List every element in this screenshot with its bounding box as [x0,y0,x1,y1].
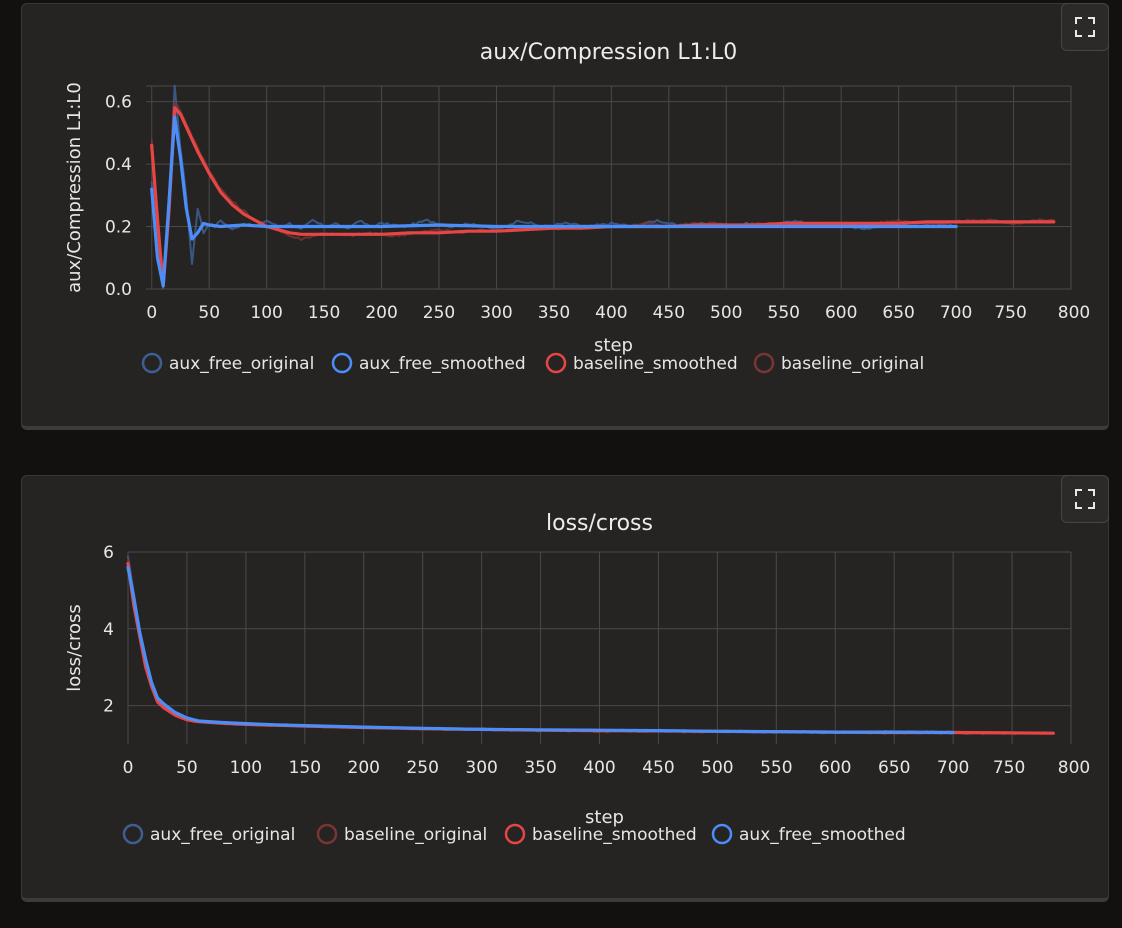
x-axis-label: step [585,807,624,828]
x-tick-label: 150 [308,303,340,323]
x-axis-label: step [594,335,633,356]
y-tick-label: 0.4 [105,155,132,175]
legend-marker [141,352,163,374]
legend-item-aux-free-original[interactable]: aux_free_original [122,823,295,845]
legend-marker [122,823,144,845]
legend-marker [545,352,567,374]
legend-marker [711,823,733,845]
legend-label: aux_free_original [169,354,314,374]
x-tick-label: 600 [825,303,857,323]
legend-item-baseline-original[interactable]: baseline_original [316,823,487,845]
y-tick-label: 6 [103,543,114,563]
legend-item-aux-free-smoothed[interactable]: aux_free_smoothed [331,352,526,374]
x-tick-label: 500 [701,758,733,778]
x-tick-label: 0 [146,303,157,323]
x-tick-label: 500 [710,303,742,323]
y-tick-label: 0.0 [105,280,132,300]
series-line-baseline-original [127,558,1055,736]
x-tick-label: 250 [423,303,455,323]
x-tick-label: 800 [1058,758,1090,778]
legend-marker [331,352,353,374]
x-tick-label: 550 [760,758,792,778]
legend-item-baseline-original[interactable]: baseline_original [753,352,924,374]
legend-item-baseline-smoothed[interactable]: baseline_smoothed [545,352,738,374]
legend-marker [753,352,775,374]
x-tick-label: 700 [940,303,972,323]
fullscreen-icon [1075,489,1095,509]
legend-label: aux_free_smoothed [359,354,526,374]
series-line-baseline-smoothed [126,561,1055,735]
x-tick-label: 50 [198,303,220,323]
legend-label: aux_free_smoothed [739,825,906,845]
legend-item-baseline-smoothed[interactable]: baseline_smoothed [504,823,697,845]
series-line-aux-free-smoothed [126,565,955,735]
x-tick-label: 750 [993,758,1025,778]
chart-panel-loss-cross: loss/cross 0 50 100 150 200 250 300 350 400 450 500… [21,475,1109,902]
y-axis-label: aux/Compression L1:L0 [64,82,85,293]
legend-label: aux_free_original [150,825,295,845]
x-tick-label: 300 [465,758,497,778]
legend-label: baseline_smoothed [573,354,738,374]
x-tick-label: 350 [538,303,570,323]
x-tick-label: 800 [1058,303,1090,323]
grid [146,86,1072,290]
x-tick-label: 600 [819,758,851,778]
y-axis-label: loss/cross [64,604,85,692]
x-tick-label: 200 [348,758,380,778]
x-tick-label: 200 [365,303,397,323]
x-tick-label: 0 [123,758,134,778]
x-tick-label: 100 [250,303,282,323]
expand-chart-button[interactable] [1061,3,1109,51]
x-tick-label: 50 [176,758,198,778]
series-group [126,555,1055,736]
x-tick-label: 450 [642,758,674,778]
x-tick-label: 650 [878,758,910,778]
x-tick-label: 650 [882,303,914,323]
expand-chart-button[interactable] [1061,475,1109,523]
series-group [150,84,1056,289]
grid [127,551,1072,744]
compression-chart-svg: aux/Compression L1:L0 0 50 100 150 200 250 300 3… [64,40,1090,374]
y-tick-label: 0.2 [105,218,132,238]
series-line-baseline-smoothed [150,106,1056,288]
legend-label: baseline_original [781,354,924,374]
legend-item-aux-free-original[interactable]: aux_free_original [141,352,314,374]
y-tick-label: 0.6 [105,93,132,113]
loss-cross-chart-svg: loss/cross 0 50 100 150 200 250 300 350 400 450 500… [64,511,1090,845]
legend-label: baseline_smoothed [532,825,697,845]
x-tick-label: 400 [595,303,627,323]
chart-panel-compression: aux/Compression L1:L0 0 50 100 150 200 250 300 3… [21,3,1109,430]
x-tick-label: 400 [583,758,615,778]
fullscreen-icon [1075,17,1095,37]
series-line-baseline-original [150,100,1055,285]
x-tick-label: 300 [480,303,512,323]
series-line-aux-free-smoothed [150,115,958,288]
legend-marker [316,823,338,845]
x-tick-label: 350 [524,758,556,778]
legend-label: baseline_original [344,825,487,845]
y-tick-label: 4 [103,620,114,640]
x-tick-label: 250 [406,758,438,778]
y-tick-label: 2 [103,697,114,717]
x-tick-label: 750 [994,303,1026,323]
x-tick-label: 450 [653,303,685,323]
x-tick-label: 100 [230,758,262,778]
chart-title: loss/cross [546,511,653,536]
legend-item-aux-free-smoothed[interactable]: aux_free_smoothed [711,823,906,845]
chart-title: aux/Compression L1:L0 [480,40,738,65]
legend-marker [504,823,526,845]
x-tick-label: 700 [937,758,969,778]
x-tick-label: 550 [768,303,800,323]
x-tick-label: 150 [289,758,321,778]
